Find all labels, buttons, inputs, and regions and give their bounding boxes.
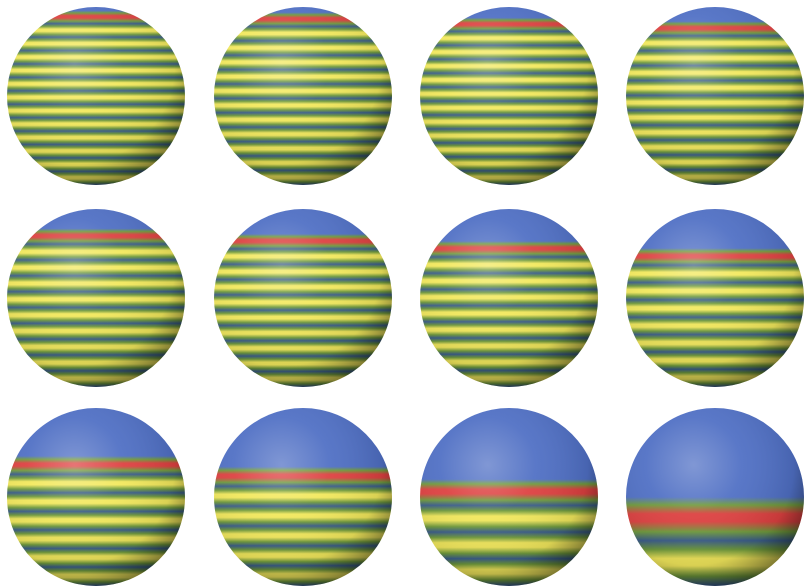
sphere-7-shading: [420, 209, 598, 387]
sphere-10: [214, 408, 392, 586]
sphere-7: [420, 209, 598, 387]
sphere-10-shading: [214, 408, 392, 586]
sphere-6-shading: [214, 209, 392, 387]
sphere-1: [7, 7, 185, 185]
sphere-5-shading: [7, 209, 185, 387]
sphere-3-shading: [420, 7, 598, 185]
sphere-6: [214, 209, 392, 387]
sphere-4: [626, 7, 804, 185]
sphere-2: [214, 7, 392, 185]
sphere-11-shading: [420, 408, 598, 586]
sphere-12-shading: [626, 408, 804, 586]
sphere-11: [420, 408, 598, 586]
sphere-12: [626, 408, 804, 586]
sphere-layer: [7, 7, 804, 586]
sphere-1-shading: [7, 7, 185, 185]
sphere-9: [7, 408, 185, 586]
sphere-2-shading: [214, 7, 392, 185]
sphere-9-shading: [7, 408, 185, 586]
sphere-5: [7, 209, 185, 387]
sphere-3: [420, 7, 598, 185]
sphere-8: [626, 209, 804, 387]
sphere-8-shading: [626, 209, 804, 387]
sphere-4-shading: [626, 7, 804, 185]
